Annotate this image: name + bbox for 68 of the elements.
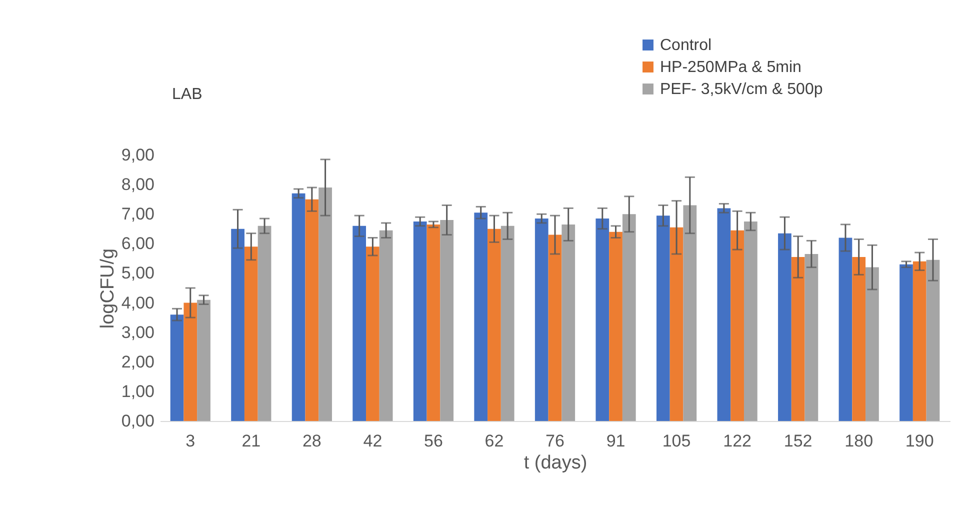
x-tick-label: 42 <box>363 432 382 450</box>
bar <box>900 264 913 421</box>
x-tick-label: 105 <box>662 432 691 450</box>
bar <box>778 233 792 421</box>
bar <box>562 224 576 421</box>
bar <box>838 238 852 421</box>
legend-label: Control <box>660 37 712 54</box>
x-tick-label: 152 <box>784 432 812 450</box>
x-tick-label: 62 <box>484 432 504 450</box>
legend-label: HP-250MPa & 5min <box>660 59 802 76</box>
x-tick-label: 190 <box>905 432 934 450</box>
y-tick-label: 3,00 <box>121 322 154 342</box>
bar <box>318 188 332 421</box>
bar <box>791 256 805 421</box>
bar <box>500 226 514 421</box>
bar <box>683 205 697 421</box>
x-tick-label: 56 <box>424 432 443 450</box>
bar <box>292 193 306 421</box>
y-tick-label: 9,00 <box>121 146 154 164</box>
bar <box>413 222 427 421</box>
bar <box>804 254 818 421</box>
bar <box>244 246 258 421</box>
y-tick-label: 6,00 <box>121 234 154 254</box>
bar <box>670 227 684 421</box>
y-tick-label: 4,00 <box>121 293 154 312</box>
y-axis-title: logCFU/g <box>97 248 118 329</box>
bar <box>622 214 636 421</box>
x-tick-label: 28 <box>302 432 322 450</box>
bar <box>352 226 366 421</box>
bar <box>197 300 210 421</box>
x-tick-label: 21 <box>242 432 261 450</box>
bar <box>852 256 866 421</box>
bar <box>379 230 393 421</box>
bar <box>184 302 198 421</box>
x-tick-label: 91 <box>606 432 626 450</box>
bar <box>366 246 380 421</box>
y-tick-label: 0,00 <box>121 412 154 430</box>
bar <box>474 212 488 421</box>
bar <box>258 226 272 421</box>
legend-label: PEF- 3,5kV/cm & 500p <box>660 81 823 98</box>
y-tick-label: 1,00 <box>121 382 154 401</box>
x-axis-title: t (days) <box>524 452 588 474</box>
bar <box>231 228 244 421</box>
bar <box>717 208 731 421</box>
bar <box>534 218 548 421</box>
bar <box>730 230 744 421</box>
bar <box>548 234 562 421</box>
x-tick-label: 3 <box>186 432 196 450</box>
y-tick-label: 7,00 <box>121 204 154 224</box>
bar <box>426 224 440 421</box>
bar <box>912 261 926 421</box>
bar <box>926 260 940 421</box>
bar <box>656 216 670 421</box>
y-tick-label: 2,00 <box>121 352 154 372</box>
bar <box>440 220 454 421</box>
y-tick-label: 5,00 <box>121 264 154 283</box>
bar <box>170 314 184 421</box>
bar <box>866 267 879 421</box>
text: LAB <box>172 86 202 103</box>
bar <box>596 218 610 421</box>
bar <box>488 228 501 421</box>
bar <box>305 199 319 421</box>
x-tick-label: 180 <box>844 432 874 450</box>
x-tick-label: 122 <box>723 432 752 450</box>
x-tick-label: 76 <box>546 432 564 450</box>
y-tick-label: 8,00 <box>121 175 154 194</box>
bar <box>744 222 758 421</box>
bar <box>609 232 622 421</box>
